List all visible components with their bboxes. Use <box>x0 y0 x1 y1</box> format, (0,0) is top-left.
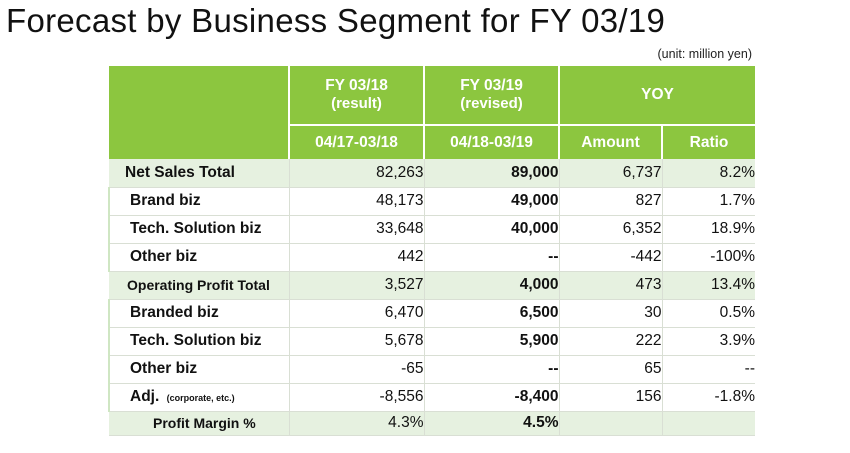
cell-amount: 473 <box>558 270 662 300</box>
table-row: Operating Profit Total 3,527 4,000 473 1… <box>109 270 755 300</box>
row-label: Adj. (corporate, etc.) <box>108 383 289 412</box>
cell-ratio: -100% <box>661 243 755 272</box>
header-amount: Amount <box>558 124 662 159</box>
cell-amount: 827 <box>558 187 662 216</box>
forecast-table: FY 03/18 (result) FY 03/19 (revised) YOY… <box>108 66 755 436</box>
row-label: Profit Margin % <box>109 411 289 436</box>
cell-fy19: 89,000 <box>423 159 559 188</box>
row-label: Branded biz <box>108 299 289 328</box>
row-label: Other biz <box>108 243 289 272</box>
row-label: Other biz <box>108 355 289 384</box>
header-fy19-sub: (revised) <box>460 95 523 113</box>
table-row: Adj. (corporate, etc.) -8,556 -8,400 156… <box>108 383 755 412</box>
cell-fy19: 4.5% <box>423 411 559 436</box>
row-label: Operating Profit Total <box>109 270 289 300</box>
table-row: Branded biz 6,470 6,500 30 0.5% <box>108 299 755 328</box>
cell-ratio: 3.9% <box>661 327 755 356</box>
cell-fy18: -65 <box>288 355 424 384</box>
header-yoy: YOY <box>558 66 755 125</box>
table-row: Net Sales Total 82,263 89,000 6,737 8.2% <box>109 159 755 188</box>
cell-fy19: 49,000 <box>423 187 559 216</box>
table-row: Brand biz 48,173 49,000 827 1.7% <box>108 187 755 216</box>
header-fy18: FY 03/18 (result) <box>288 66 424 125</box>
cell-ratio: 0.5% <box>661 299 755 328</box>
row-label: Brand biz <box>108 187 289 216</box>
header-period18: 04/17-03/18 <box>288 124 424 159</box>
header-fy19: FY 03/19 (revised) <box>423 66 559 125</box>
cell-amount: 156 <box>558 383 662 412</box>
cell-ratio: 18.9% <box>661 215 755 244</box>
cell-fy19: 6,500 <box>423 299 559 328</box>
row-label-note: (corporate, etc.) <box>166 393 235 403</box>
cell-fy18: 82,263 <box>288 159 424 188</box>
page-title: Forecast by Business Segment for FY 03/1… <box>6 2 666 39</box>
cell-fy18: 33,648 <box>288 215 424 244</box>
cell-ratio: -1.8% <box>661 383 755 412</box>
cell-amount <box>558 411 662 436</box>
table-row: Other biz -65 -- 65 -- <box>108 355 755 384</box>
cell-fy19: -- <box>423 355 559 384</box>
header-corner <box>109 66 289 159</box>
row-label: Tech. Solution biz <box>108 327 289 356</box>
table-row: Tech. Solution biz 33,648 40,000 6,352 1… <box>108 215 755 244</box>
cell-amount: 6,737 <box>558 159 662 188</box>
header-ratio: Ratio <box>661 124 755 159</box>
unit-note: (unit: million yen) <box>657 47 752 61</box>
cell-amount: 6,352 <box>558 215 662 244</box>
header-fy18-sub: (result) <box>331 95 382 113</box>
cell-fy18: 5,678 <box>288 327 424 356</box>
cell-fy19: 4,000 <box>423 270 559 300</box>
row-label: Net Sales Total <box>109 159 289 188</box>
cell-fy19: -- <box>423 243 559 272</box>
cell-fy18: 6,470 <box>288 299 424 328</box>
row-label: Tech. Solution biz <box>108 215 289 244</box>
cell-ratio: 1.7% <box>661 187 755 216</box>
cell-fy18: 48,173 <box>288 187 424 216</box>
header-fy18-label: FY 03/18 <box>325 77 388 95</box>
cell-amount: -442 <box>558 243 662 272</box>
cell-ratio: 13.4% <box>661 270 755 300</box>
table-row: Other biz 442 -- -442 -100% <box>108 243 755 272</box>
cell-ratio <box>661 411 755 436</box>
cell-amount: 30 <box>558 299 662 328</box>
cell-amount: 222 <box>558 327 662 356</box>
cell-fy18: 4.3% <box>288 411 424 436</box>
cell-amount: 65 <box>558 355 662 384</box>
cell-fy19: 5,900 <box>423 327 559 356</box>
row-label-main: Adj. <box>130 388 160 405</box>
cell-ratio: -- <box>661 355 755 384</box>
cell-fy19: -8,400 <box>423 383 559 412</box>
table-row: Tech. Solution biz 5,678 5,900 222 3.9% <box>108 327 755 356</box>
cell-ratio: 8.2% <box>661 159 755 188</box>
header-fy19-label: FY 03/19 <box>460 77 523 95</box>
cell-fy18: 442 <box>288 243 424 272</box>
header-period19: 04/18-03/19 <box>423 124 559 159</box>
cell-fy19: 40,000 <box>423 215 559 244</box>
cell-fy18: -8,556 <box>288 383 424 412</box>
cell-fy18: 3,527 <box>288 270 424 300</box>
table-row: Profit Margin % 4.3% 4.5% <box>109 411 755 436</box>
